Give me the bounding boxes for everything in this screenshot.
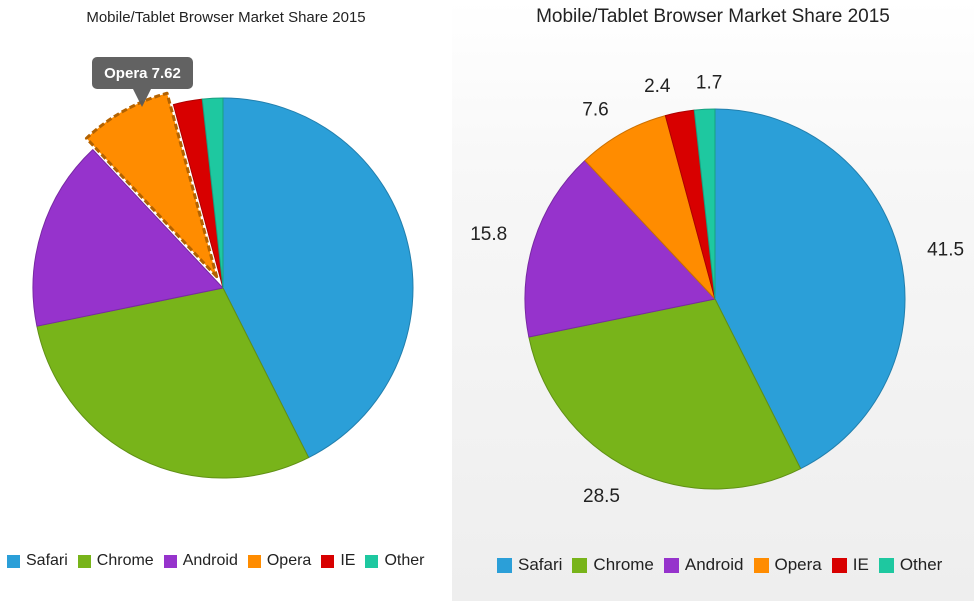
legend-item-chrome[interactable]: Chrome — [572, 555, 654, 575]
pie-slice-chrome[interactable] — [36, 287, 310, 479]
pie-slice-other[interactable] — [201, 97, 224, 289]
legend-item-opera[interactable]: Opera — [247, 552, 312, 570]
data-label-opera: 7.6 — [582, 100, 608, 121]
legend-swatch-ie — [321, 554, 335, 568]
pie-slice-android[interactable] — [32, 149, 224, 327]
legend-swatch-chrome — [572, 557, 588, 573]
chart-title-left: Mobile/Tablet Browser Market Share 2015 — [86, 9, 366, 26]
legend-swatch-ie — [831, 557, 847, 573]
tooltip-text: Opera 7.62 — [104, 65, 181, 82]
data-label-android: 15.8 — [470, 224, 507, 245]
legend-swatch-chrome — [77, 554, 91, 568]
legend-label-opera: Opera — [774, 555, 822, 574]
pie-slice-chrome[interactable] — [528, 298, 802, 490]
pie-slice-safari[interactable] — [222, 97, 414, 459]
legend-swatch-other — [878, 557, 894, 573]
pie-slice-other[interactable] — [693, 108, 716, 300]
chart-panel-left: Mobile/Tablet Browser Market Share 2015 … — [0, 0, 452, 601]
legend-label-chrome: Chrome — [96, 552, 154, 569]
data-label-other: 1.7 — [696, 72, 722, 93]
legend-label-safari: Safari — [518, 555, 563, 574]
legend-item-chrome[interactable]: Chrome — [77, 552, 154, 570]
chart-title-right: Mobile/Tablet Browser Market Share 2015 — [536, 6, 890, 27]
legend-swatch-other — [365, 554, 379, 568]
legend-label-opera: Opera — [266, 552, 312, 569]
data-label-safari: 41.5 — [927, 240, 964, 261]
pie-slice-opera[interactable] — [584, 115, 716, 300]
pie-slice-safari[interactable] — [714, 108, 906, 470]
legend-item-android[interactable]: Android — [663, 555, 744, 575]
data-label-chrome: 28.5 — [583, 486, 620, 507]
legend-swatch-safari — [7, 554, 20, 568]
legend-swatch-android — [163, 554, 177, 568]
pie-slice-android[interactable] — [524, 160, 716, 338]
legend-label-android: Android — [182, 552, 238, 569]
legend-label-other: Other — [899, 555, 943, 574]
legend-item-android[interactable]: Android — [163, 552, 238, 570]
legend-item-ie[interactable]: IE — [831, 555, 869, 575]
legend-label-android: Android — [684, 555, 744, 574]
legend-swatch-android — [663, 557, 679, 573]
legend-label-chrome: Chrome — [593, 555, 654, 574]
legend-swatch-opera — [247, 554, 261, 568]
legend-item-other[interactable]: Other — [878, 555, 943, 575]
legend-item-other[interactable]: Other — [365, 552, 424, 570]
legend-swatch-safari — [497, 557, 512, 573]
legend-item-opera[interactable]: Opera — [753, 555, 822, 575]
data-label-ie: 2.4 — [644, 76, 671, 97]
legend-item-safari[interactable]: Safari — [497, 555, 562, 575]
legend-item-ie[interactable]: IE — [321, 552, 355, 570]
legend-swatch-opera — [753, 557, 769, 573]
pie-slice-opera[interactable] — [84, 91, 219, 279]
slice-tooltip: Opera 7.62 — [92, 57, 193, 107]
legend-left: Safari Chrome Android Opera IE Other — [7, 552, 434, 570]
pie-chart-left: Opera 7.62 — [32, 57, 414, 479]
tooltip-box — [92, 57, 193, 107]
legend-item-safari[interactable]: Safari — [7, 552, 68, 570]
legend-label-other: Other — [384, 552, 425, 569]
legend-label-ie: IE — [852, 555, 869, 574]
legend-label-safari: Safari — [26, 552, 68, 569]
legend-label-ie: IE — [340, 552, 356, 569]
legend-right: Safari Chrome Android Opera IE Other — [497, 555, 952, 575]
